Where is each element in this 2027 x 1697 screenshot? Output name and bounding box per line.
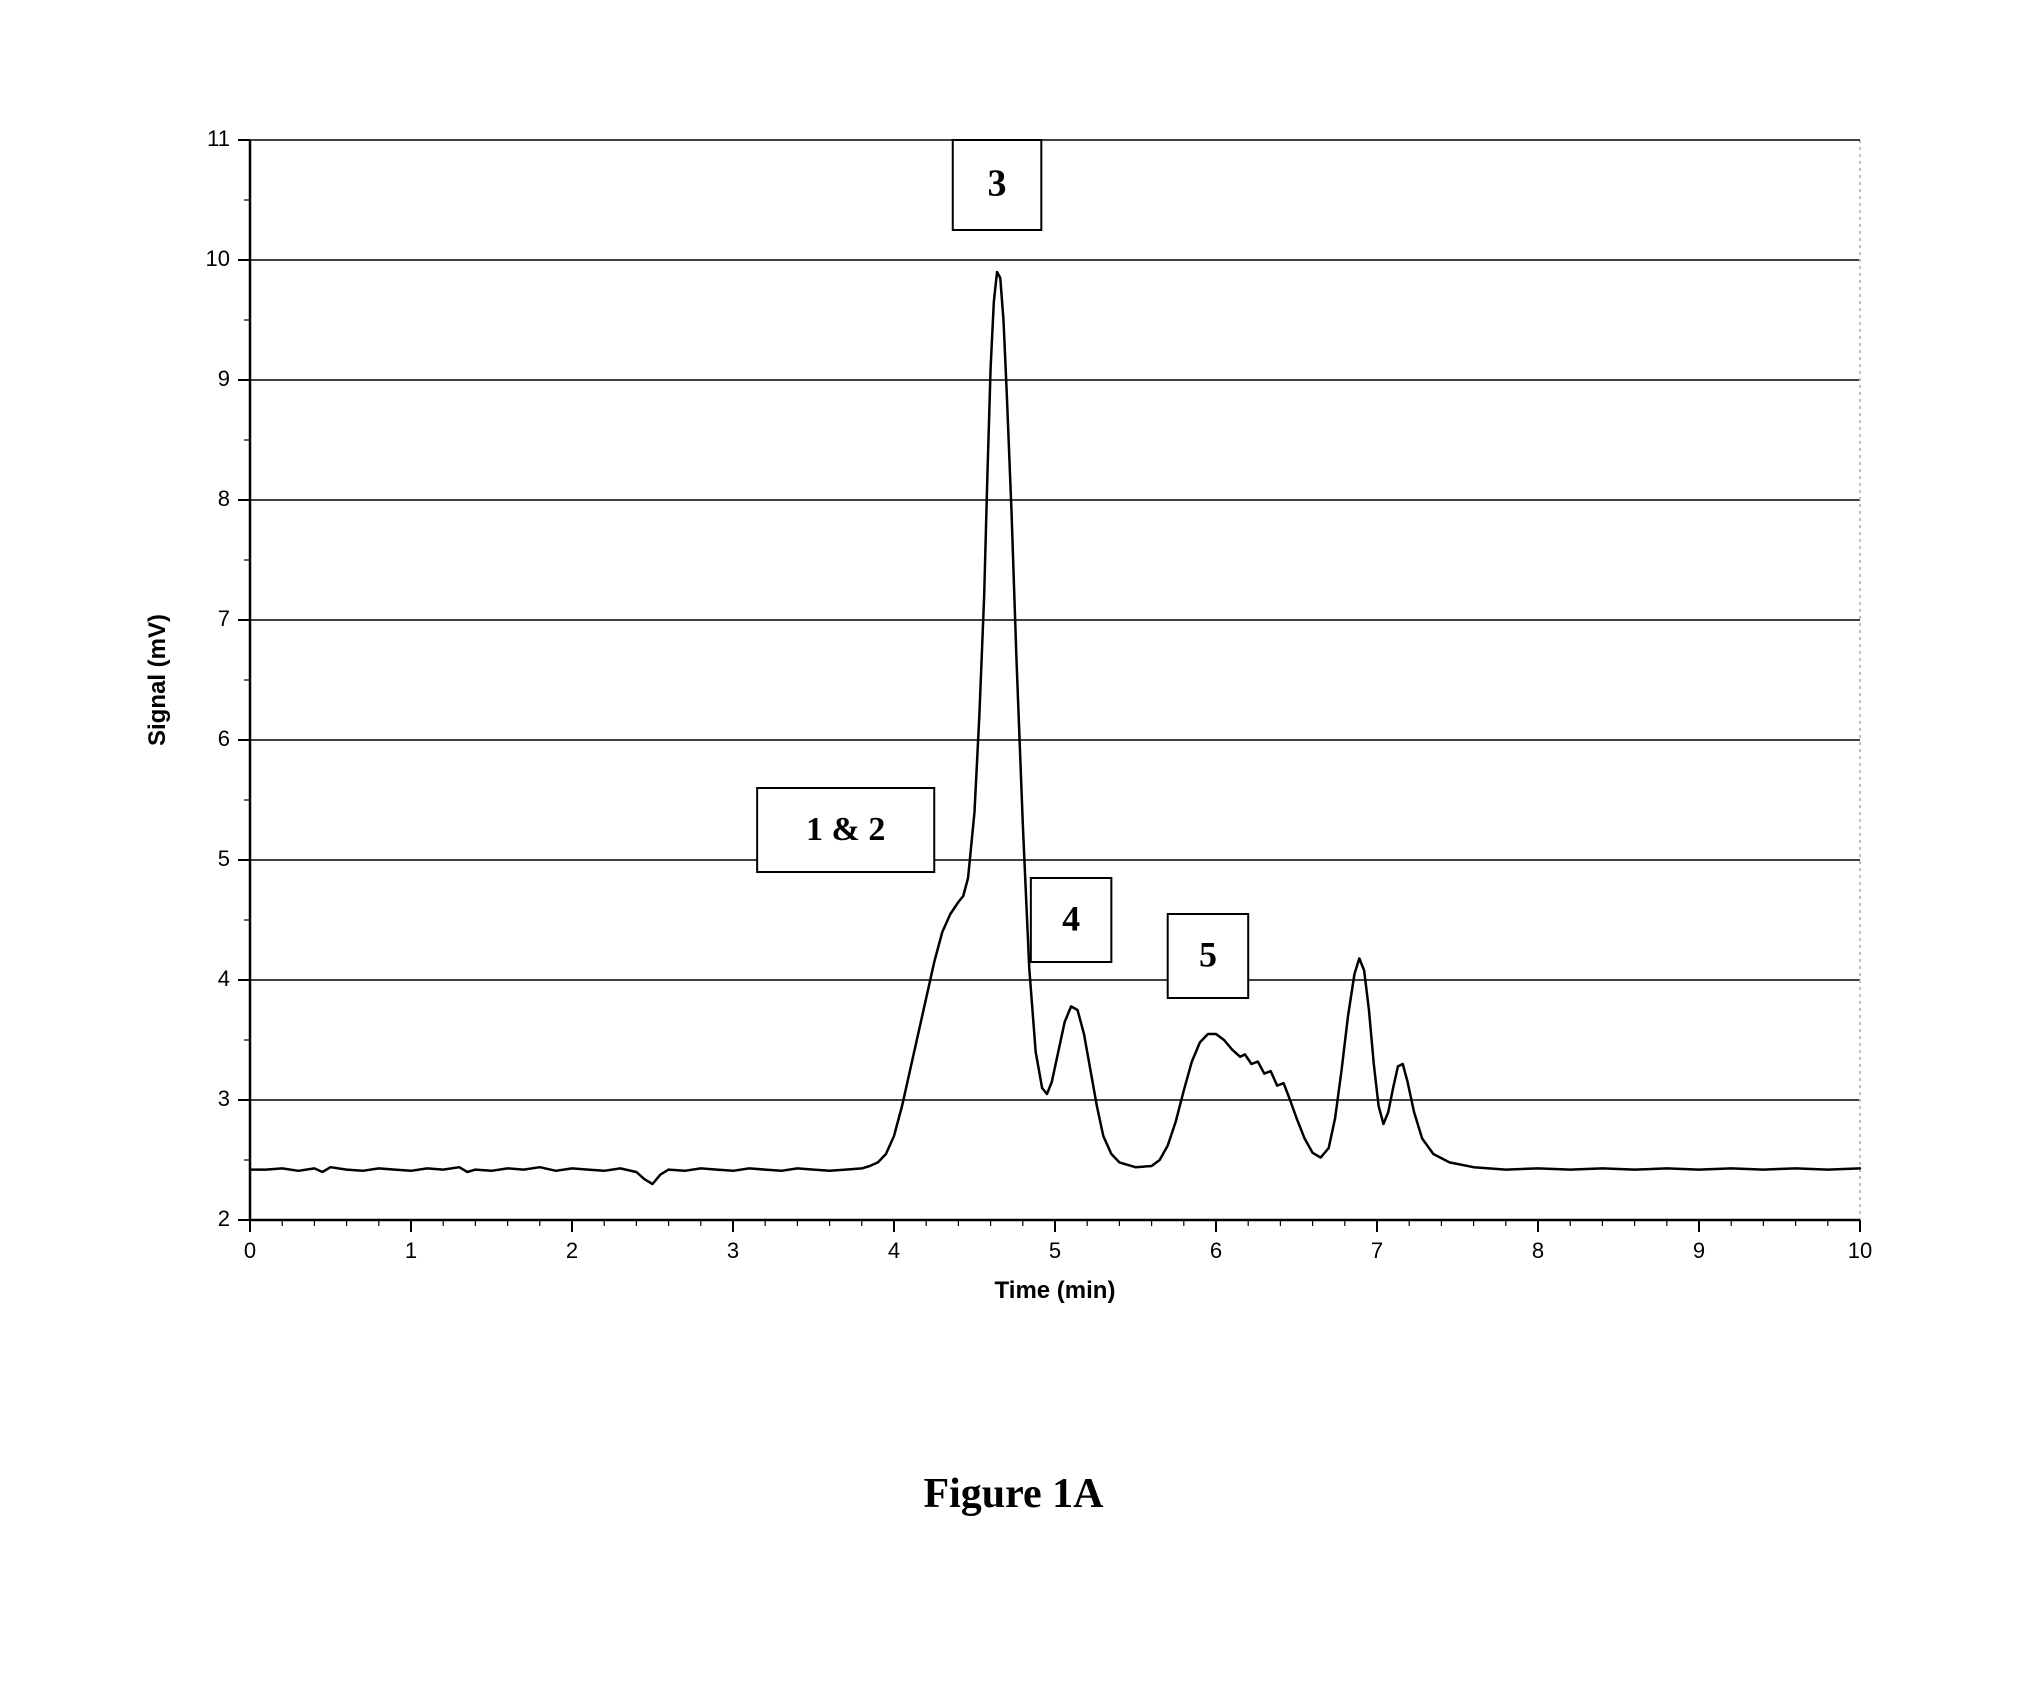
svg-text:9: 9 — [1693, 1238, 1705, 1263]
svg-text:5: 5 — [1049, 1238, 1061, 1263]
svg-text:Signal (mV): Signal (mV) — [144, 614, 171, 746]
svg-text:8: 8 — [218, 486, 230, 511]
svg-text:7: 7 — [1371, 1238, 1383, 1263]
svg-text:5: 5 — [218, 846, 230, 871]
svg-text:1 & 2: 1 & 2 — [806, 811, 885, 848]
svg-text:8: 8 — [1532, 1238, 1544, 1263]
svg-text:1: 1 — [405, 1238, 417, 1263]
figure-caption: Figure 1A — [0, 1470, 2027, 1518]
chart-svg: 2 3 4 5 6 7 8 9 10 11 0 1 2 3 4 5 6 7 8 9 10 Signal (mV) Time … — [120, 120, 1900, 1320]
chromatogram-chart: 2 3 4 5 6 7 8 9 10 11 0 1 2 3 4 5 6 7 8 9 10 Signal (mV) Time … — [120, 120, 1900, 1320]
svg-text:6: 6 — [218, 726, 230, 751]
svg-text:10: 10 — [206, 246, 230, 271]
svg-text:10: 10 — [1848, 1238, 1872, 1263]
svg-text:3: 3 — [988, 163, 1007, 205]
svg-text:0: 0 — [244, 1238, 256, 1263]
svg-text:2: 2 — [218, 1206, 230, 1231]
svg-text:4: 4 — [1062, 898, 1080, 938]
page: 2 3 4 5 6 7 8 9 10 11 0 1 2 3 4 5 6 7 8 9 10 Signal (mV) Time … — [0, 0, 2027, 1697]
svg-text:3: 3 — [218, 1086, 230, 1111]
svg-text:4: 4 — [218, 966, 230, 991]
svg-text:2: 2 — [566, 1238, 578, 1263]
svg-text:Time (min): Time (min) — [995, 1277, 1116, 1304]
svg-text:7: 7 — [218, 606, 230, 631]
svg-text:5: 5 — [1199, 934, 1217, 974]
svg-text:6: 6 — [1210, 1238, 1222, 1263]
svg-text:4: 4 — [888, 1238, 900, 1263]
svg-text:3: 3 — [727, 1238, 739, 1263]
svg-text:11: 11 — [207, 126, 230, 151]
svg-text:9: 9 — [218, 366, 230, 391]
